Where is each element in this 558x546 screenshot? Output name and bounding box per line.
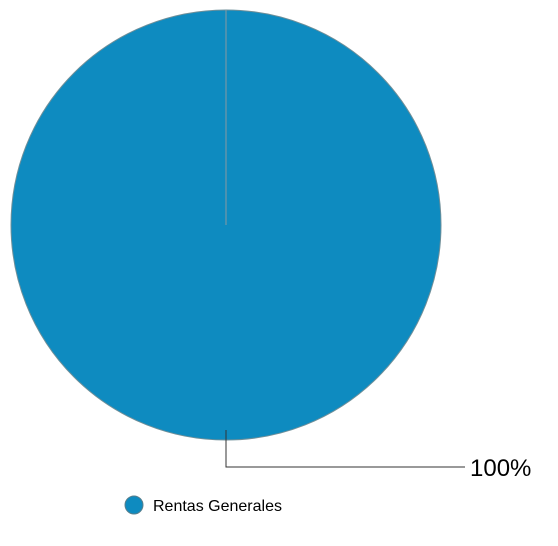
data-label-leader-line [225,430,465,468]
legend-swatch [124,495,144,515]
pie-slices [10,9,442,441]
data-labels: 100% [225,430,531,482]
legend-label: Rentas Generales [153,498,282,515]
data-label: 100% [470,455,531,482]
legend: Rentas Generales [124,495,282,515]
